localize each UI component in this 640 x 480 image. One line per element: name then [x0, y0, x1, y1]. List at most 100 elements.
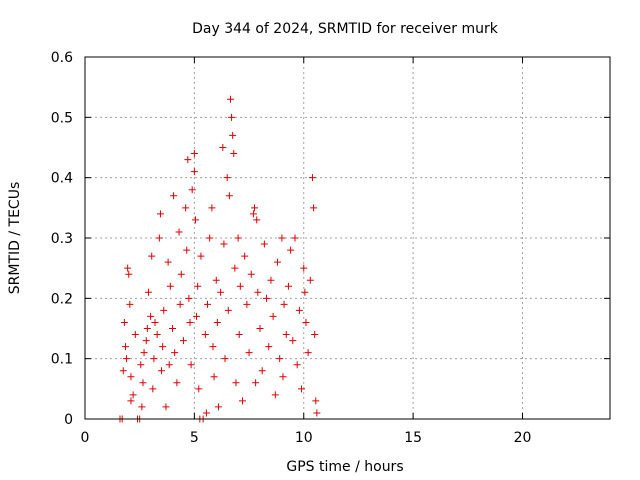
data-point: [298, 385, 306, 393]
data-point: [185, 294, 193, 302]
data-point: [150, 355, 158, 363]
data-point: [183, 246, 191, 254]
data-point: [223, 174, 231, 182]
data-point: [190, 168, 198, 176]
data-point: [231, 264, 239, 272]
data-point: [206, 234, 214, 242]
x-tick-label: 10: [295, 430, 313, 446]
data-point: [191, 216, 199, 224]
data-point: [159, 343, 167, 351]
data-point: [226, 95, 234, 103]
data-point: [284, 282, 292, 290]
data-point: [164, 258, 172, 266]
data-point: [245, 349, 253, 357]
data-point: [201, 331, 209, 339]
data-point: [282, 331, 290, 339]
data-point: [236, 282, 244, 290]
data-point: [260, 240, 268, 248]
data-point: [143, 325, 151, 332]
data-point: [212, 276, 220, 284]
data-point: [156, 210, 164, 218]
data-point: [125, 270, 133, 278]
data-points: [116, 95, 321, 423]
data-point: [219, 144, 227, 151]
data-point: [269, 312, 277, 320]
data-point: [304, 349, 312, 357]
data-point: [176, 300, 184, 308]
y-axis-label: SRMTID / TECUs: [7, 182, 23, 295]
data-point: [131, 331, 139, 339]
data-point: [171, 349, 179, 357]
data-point: [197, 252, 205, 260]
y-tick-label: 0.6: [51, 50, 73, 66]
data-point: [169, 325, 176, 332]
data-point: [204, 300, 211, 308]
data-point: [209, 343, 217, 351]
data-point: [184, 156, 192, 164]
data-point: [151, 318, 159, 326]
data-point: [311, 331, 319, 339]
data-point: [202, 409, 210, 417]
data-point: [310, 204, 318, 212]
data-point: [142, 337, 150, 345]
data-point: [175, 228, 183, 236]
data-point: [232, 379, 240, 387]
data-point: [312, 397, 320, 405]
data-point: [208, 204, 216, 212]
data-point: [252, 379, 260, 387]
data-point: [306, 276, 314, 284]
data-point: [274, 258, 281, 266]
x-tick-label: 15: [404, 430, 422, 446]
data-point: [249, 210, 257, 218]
data-point: [177, 270, 185, 278]
data-point: [235, 331, 243, 339]
data-point: [194, 282, 202, 290]
tick-labels: 0 5 10 15 20 0 0.1 0.2 0.3 0.4 0.5 0.6: [51, 50, 532, 446]
data-point: [220, 240, 228, 248]
data-point: [165, 361, 173, 369]
data-point: [140, 349, 148, 357]
data-point: [313, 409, 321, 417]
data-point: [239, 397, 246, 405]
data-point: [279, 373, 287, 381]
data-point: [153, 331, 161, 339]
x-axis-label: GPS time / hours: [286, 459, 403, 475]
data-point: [302, 318, 310, 326]
data-point: [147, 312, 155, 320]
data-point: [162, 403, 170, 411]
data-point: [186, 318, 194, 326]
data-point: [214, 403, 222, 411]
data-point: [243, 300, 251, 308]
data-point: [271, 391, 279, 399]
data-point: [221, 355, 229, 363]
data-point: [144, 288, 152, 296]
data-point: [251, 204, 259, 212]
y-tick-label: 0.5: [51, 110, 73, 126]
data-point: [182, 204, 190, 212]
data-point: [120, 318, 128, 326]
data-point: [230, 150, 238, 158]
y-tick-label: 0.4: [51, 171, 73, 187]
data-point: [126, 300, 134, 308]
data-point: [241, 252, 249, 260]
data-point: [137, 361, 145, 369]
y-tick-label: 0: [64, 412, 73, 428]
data-point: [295, 306, 303, 314]
data-point: [187, 361, 195, 369]
data-point: [291, 234, 299, 242]
axis-ticks: [84, 56, 610, 420]
data-point: [228, 113, 236, 121]
data-point: [190, 150, 198, 158]
data-point: [170, 192, 178, 200]
data-point: [188, 186, 196, 194]
data-point: [210, 373, 218, 381]
data-point: [280, 300, 288, 308]
data-point: [149, 385, 157, 393]
data-point: [129, 391, 137, 399]
data-point: [158, 367, 166, 375]
data-point: [193, 312, 201, 320]
y-tick-label: 0.3: [51, 231, 73, 247]
data-point: [301, 288, 309, 296]
